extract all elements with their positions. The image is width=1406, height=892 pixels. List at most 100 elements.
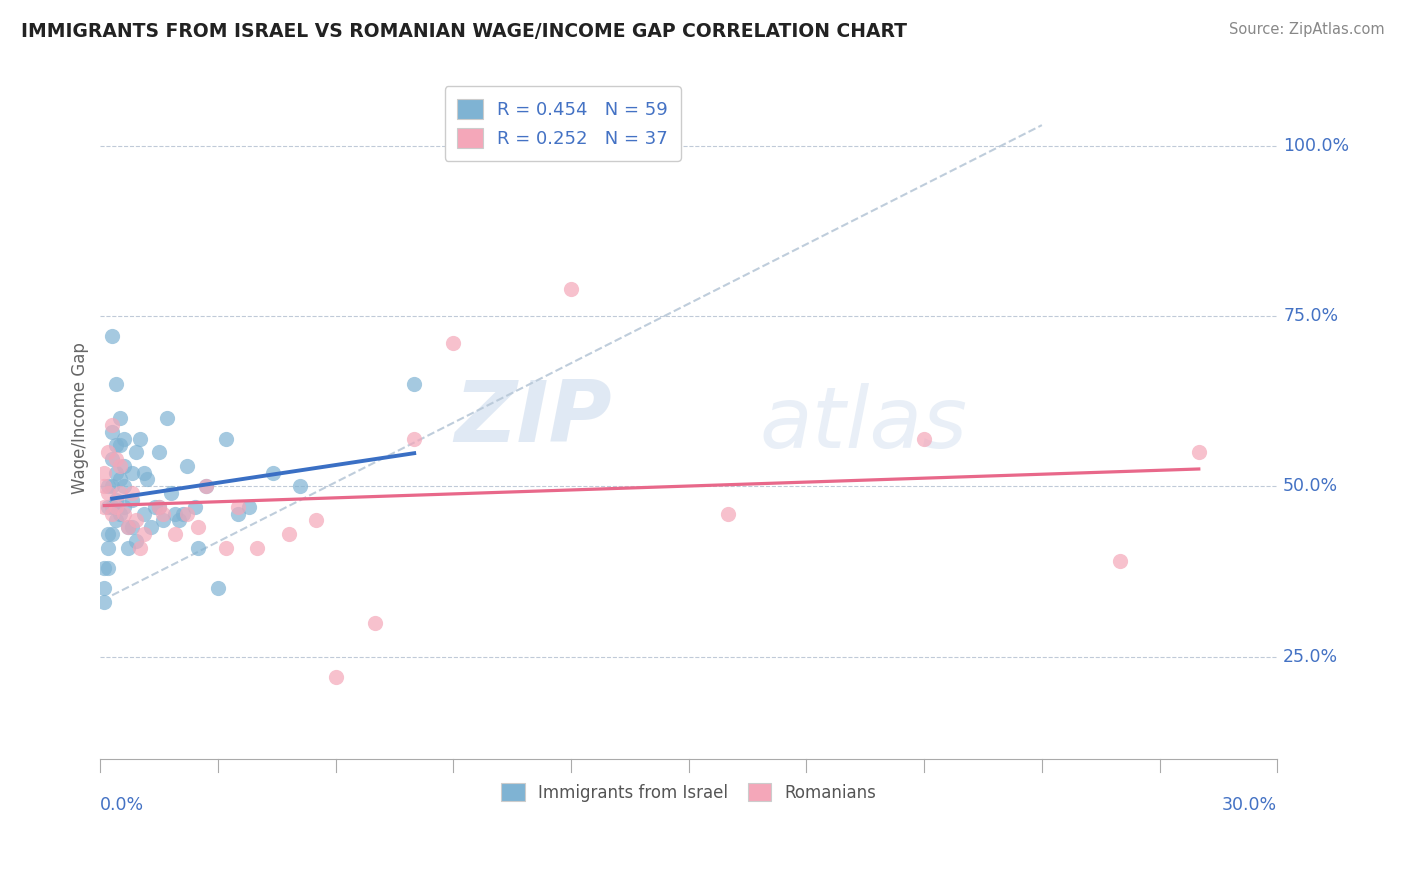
- Point: [101, 479, 124, 493]
- Point: [108, 411, 131, 425]
- Point: [112, 432, 135, 446]
- Text: 30.0%: 30.0%: [1222, 797, 1277, 814]
- Point: [101, 507, 124, 521]
- Point: [108, 486, 131, 500]
- Point: [136, 472, 159, 486]
- Text: Source: ZipAtlas.com: Source: ZipAtlas.com: [1229, 22, 1385, 37]
- Point: [132, 507, 155, 521]
- Point: [172, 507, 194, 521]
- Point: [262, 466, 284, 480]
- Point: [97, 527, 120, 541]
- Point: [1109, 554, 1132, 568]
- Point: [148, 500, 170, 514]
- Point: [124, 445, 146, 459]
- Point: [105, 377, 128, 392]
- Point: [97, 561, 120, 575]
- Point: [105, 452, 128, 467]
- Point: [101, 527, 124, 541]
- Point: [912, 432, 935, 446]
- Point: [128, 432, 150, 446]
- Point: [112, 458, 135, 473]
- Point: [105, 438, 128, 452]
- Point: [93, 582, 115, 596]
- Point: [152, 507, 174, 521]
- Point: [101, 500, 124, 514]
- Point: [176, 458, 198, 473]
- Point: [93, 479, 115, 493]
- Point: [195, 479, 218, 493]
- Point: [215, 541, 238, 555]
- Text: ZIP: ZIP: [454, 376, 612, 459]
- Point: [183, 500, 205, 514]
- Point: [108, 507, 131, 521]
- Point: [325, 670, 347, 684]
- Point: [117, 520, 139, 534]
- Point: [305, 513, 328, 527]
- Point: [101, 425, 124, 439]
- Point: [105, 500, 128, 514]
- Point: [101, 329, 124, 343]
- Point: [238, 500, 260, 514]
- Point: [246, 541, 269, 555]
- Point: [112, 507, 135, 521]
- Point: [121, 520, 143, 534]
- Point: [187, 520, 209, 534]
- Point: [108, 438, 131, 452]
- Point: [112, 500, 135, 514]
- Point: [717, 507, 740, 521]
- Point: [163, 527, 186, 541]
- Point: [404, 377, 426, 392]
- Point: [121, 486, 143, 500]
- Point: [124, 513, 146, 527]
- Point: [364, 615, 387, 630]
- Point: [121, 492, 143, 507]
- Point: [97, 486, 120, 500]
- Point: [128, 541, 150, 555]
- Point: [163, 507, 186, 521]
- Point: [97, 541, 120, 555]
- Point: [1188, 445, 1211, 459]
- Point: [441, 336, 464, 351]
- Point: [108, 472, 131, 486]
- Point: [105, 466, 128, 480]
- Point: [108, 458, 131, 473]
- Point: [207, 582, 229, 596]
- Text: 50.0%: 50.0%: [1284, 477, 1339, 495]
- Point: [152, 513, 174, 527]
- Point: [101, 452, 124, 467]
- Text: 100.0%: 100.0%: [1284, 136, 1350, 154]
- Point: [176, 507, 198, 521]
- Text: 0.0%: 0.0%: [100, 797, 145, 814]
- Point: [226, 500, 249, 514]
- Legend: Immigrants from Israel, Romanians: Immigrants from Israel, Romanians: [495, 776, 883, 808]
- Point: [117, 520, 139, 534]
- Point: [93, 500, 115, 514]
- Point: [132, 527, 155, 541]
- Point: [404, 432, 426, 446]
- Point: [105, 492, 128, 507]
- Point: [124, 533, 146, 548]
- Point: [93, 595, 115, 609]
- Point: [156, 411, 179, 425]
- Text: IMMIGRANTS FROM ISRAEL VS ROMANIAN WAGE/INCOME GAP CORRELATION CHART: IMMIGRANTS FROM ISRAEL VS ROMANIAN WAGE/…: [21, 22, 907, 41]
- Y-axis label: Wage/Income Gap: Wage/Income Gap: [72, 343, 89, 494]
- Point: [97, 479, 120, 493]
- Point: [215, 432, 238, 446]
- Point: [148, 445, 170, 459]
- Point: [117, 541, 139, 555]
- Point: [112, 479, 135, 493]
- Point: [148, 500, 170, 514]
- Point: [97, 445, 120, 459]
- Point: [141, 520, 163, 534]
- Point: [160, 486, 183, 500]
- Point: [560, 282, 582, 296]
- Text: 75.0%: 75.0%: [1284, 307, 1339, 325]
- Text: 25.0%: 25.0%: [1284, 648, 1339, 665]
- Point: [132, 466, 155, 480]
- Text: atlas: atlas: [759, 384, 967, 467]
- Point: [290, 479, 312, 493]
- Point: [143, 500, 166, 514]
- Point: [93, 466, 115, 480]
- Point: [105, 513, 128, 527]
- Point: [167, 513, 190, 527]
